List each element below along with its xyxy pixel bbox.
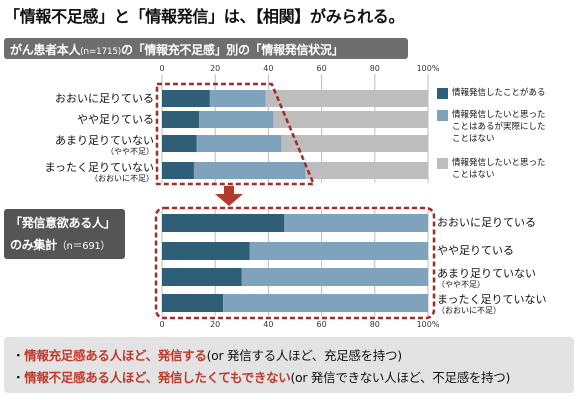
row-label-main: やや足りている [437, 244, 514, 257]
bullet: ・ [12, 370, 25, 385]
note-item: ・情報不足感ある人ほど、発信したくてもできない(or 発信できない人ほど、不足感… [12, 367, 510, 386]
row-label-main: おおいに足りている [55, 91, 154, 105]
subset-label-line2: のみ集計（n＝691） [10, 236, 110, 253]
legend-swatch-sent [437, 88, 448, 99]
bullet: ・ [12, 348, 25, 363]
chart2-bar-segment [162, 214, 285, 232]
chart1-bar-segment [162, 135, 197, 152]
chart1-tick-label: 100% [417, 64, 440, 73]
row-label-main: あまり足りていない [437, 267, 536, 280]
row-label-sub: （やや不足） [106, 146, 154, 156]
chart1-bar-segment [305, 162, 428, 179]
chart1-bar-segment [273, 111, 428, 128]
row-label-main: まったく足りていない [44, 160, 154, 174]
conclusion-notes: ・情報充足感ある人ほど、発信する(or 発信する人ほど、充足感を持つ) ・情報不… [4, 337, 574, 393]
chart2-tick-label: 80 [370, 320, 380, 329]
motivated-subset-label: 「発信意欲ある人」 のみ集計（n＝691） [4, 209, 125, 259]
row-label-sub: （やや不足） [437, 280, 485, 289]
legend-label-line: 情報発信したいと思った [452, 110, 546, 120]
chart1-bar-segment [199, 111, 274, 128]
note-emphasis: 情報不足感ある人ほど、発信したくてもできない [24, 370, 291, 385]
chart1-subtitle: がん患者本人(n=1715)の「情報充不足感」別の「情報発信状況」 [10, 41, 344, 58]
down-arrow-head [215, 194, 243, 206]
chart2-bar-segment [249, 242, 428, 260]
chart2-bar-segment [223, 294, 428, 312]
chart2-tick-label: 20 [210, 320, 220, 329]
row-label-main: まったく足りていない [437, 293, 547, 306]
note-emphasis: 情報充足感ある人ほど、発信する [24, 348, 207, 363]
chart2-bar-segment [162, 242, 250, 260]
chart2-row-label: おおいに足りている [437, 217, 536, 229]
legend-item-sent: 情報発信したことがある [437, 87, 546, 99]
chart2-row-label: あまり足りていない （やや不足） [437, 267, 536, 290]
legend-label-line: ことはない [452, 134, 495, 144]
legend-label-line: 情報発信したことがある [452, 88, 546, 98]
chart1-tick-label: 0 [159, 64, 164, 73]
row-label-main: おおいに足りている [437, 216, 536, 229]
chart1-row-label: まったく足りていない （おおいに不足） [44, 160, 154, 183]
chart1-bar-segment [162, 90, 210, 107]
legend-swatch-never [437, 158, 448, 169]
chart2-row-label: まったく足りていない （おおいに不足） [437, 293, 547, 316]
subtitle-rest: の「情報充不足感」別の「情報発信状況」 [120, 43, 344, 57]
chart1-bar-segment [281, 135, 428, 152]
row-label-sub: （おおいに不足） [437, 306, 501, 315]
chart2-bar-segment [162, 294, 224, 312]
chart1-row-label: おおいに足りている [55, 91, 154, 105]
chart1-row-label: あまり足りていない （やや不足） [55, 133, 154, 156]
chart1-bar-segment [265, 90, 428, 107]
subtitle-n: (n=1715) [80, 47, 121, 57]
subset-dashed-outline [154, 206, 436, 320]
chart1-tick-label: 20 [210, 64, 220, 73]
subtitle-main: がん患者本人 [10, 43, 81, 57]
chart2-row-label: やや足りている [437, 245, 514, 257]
legend-swatch-wanted [437, 110, 448, 121]
chart1-tick-label: 60 [317, 64, 327, 73]
highlight-dashed-outline [155, 82, 315, 186]
row-label-sub: （おおいに不足） [90, 173, 154, 183]
legend-label-line: 情報発信したいと思った [452, 158, 546, 168]
legend-label-line: ことはない [452, 170, 495, 180]
chart1-tick-label: 40 [263, 64, 273, 73]
legend-label-sent: 情報発信したことがある [452, 87, 546, 99]
chart2-bar-segment [162, 268, 242, 286]
row-label-main: やや足りている [77, 112, 154, 126]
note-normal: (or 発信する人ほど、充足感を持つ) [206, 348, 403, 363]
legend-label-line: ことはあるが実際にした [452, 122, 546, 132]
row-label-main: あまり足りていない [55, 133, 154, 147]
chart2-tick-label: 40 [263, 320, 273, 329]
note-normal: (or 発信できない人ほど、不足感を持つ) [290, 370, 511, 385]
chart1-tick-label: 80 [370, 64, 380, 73]
legend-label-never: 情報発信したいと思った ことはない [452, 157, 546, 181]
legend-item-never: 情報発信したいと思った ことはない [437, 157, 546, 181]
down-arrow-stem [224, 186, 234, 194]
subset-label-text: のみ集計 [10, 238, 57, 252]
chart2-tick-label: 60 [317, 320, 327, 329]
page-title: 「情報不足感」と「情報発信」は、【相関】がみられる。 [4, 7, 405, 26]
chart2-tick-label: 100% [417, 320, 440, 329]
chart1-row-label: やや足りている [77, 112, 154, 126]
chart1-bar-segment [162, 162, 194, 179]
note-item: ・情報充足感ある人ほど、発信する(or 発信する人ほど、充足感を持つ) [12, 345, 402, 364]
legend-label-wanted: 情報発信したいと思った ことはあるが実際にした ことはない [452, 109, 546, 145]
chart1-bar-segment [193, 162, 306, 179]
subset-label-n: （n＝691） [56, 241, 111, 252]
chart2-tick-label: 0 [159, 320, 164, 329]
legend-item-wanted: 情報発信したいと思った ことはあるが実際にした ことはない [437, 109, 546, 145]
subset-label-line1: 「発信意欲ある人」 [10, 216, 116, 230]
chart2-bar-segment [284, 214, 428, 232]
subtitle-bar [4, 38, 408, 59]
chart1-bar-segment [196, 135, 282, 152]
chart1-bar-segment [162, 111, 200, 128]
chart2-bar-segment [241, 268, 428, 286]
chart1-bar-segment [209, 90, 266, 107]
